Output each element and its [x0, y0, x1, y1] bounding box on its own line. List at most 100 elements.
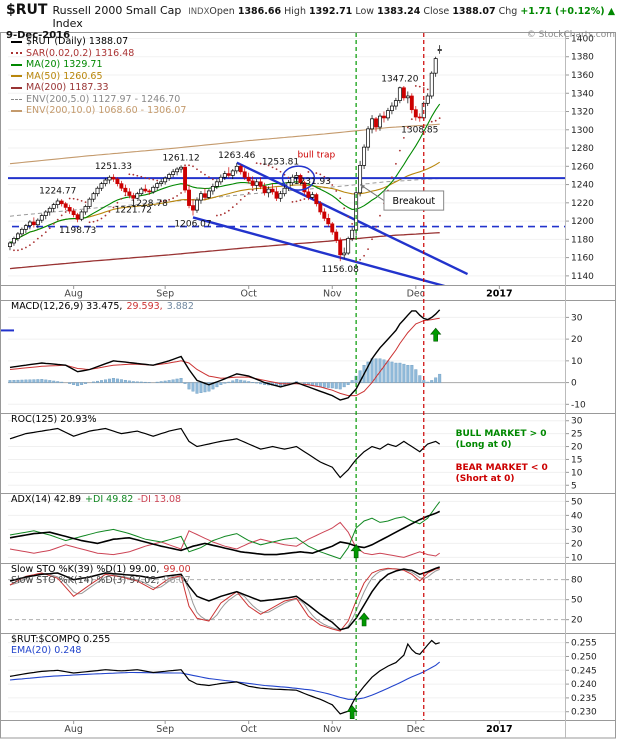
close-label: Close [423, 6, 450, 17]
svg-text:1308.85: 1308.85 [401, 126, 438, 136]
svg-text:1228.78: 1228.78 [131, 199, 168, 209]
macd-panel [8, 309, 565, 405]
svg-text:1180: 1180 [571, 235, 594, 245]
svg-text:bull trap: bull trap [297, 151, 335, 161]
svg-text:1224.77: 1224.77 [39, 186, 76, 196]
svg-text:1400: 1400 [571, 34, 594, 44]
legend-env10: ENV(200,10.0) 1068.60 - 1306.07 [11, 105, 186, 117]
ma20-line-swatch [11, 63, 22, 66]
env5-line-swatch [11, 98, 22, 100]
ma50-line-swatch [11, 75, 22, 78]
svg-text:0: 0 [571, 379, 577, 389]
open-label: Open [209, 6, 235, 17]
svg-text:0.255: 0.255 [571, 639, 597, 649]
chg-label: Chg [498, 6, 518, 17]
svg-text:Oct: Oct [240, 289, 257, 300]
sto-panel [8, 566, 565, 632]
svg-text:1263.46: 1263.46 [218, 151, 255, 161]
svg-text:30: 30 [571, 313, 583, 323]
svg-text:0.250: 0.250 [571, 652, 597, 662]
svg-text:1340: 1340 [571, 89, 594, 99]
svg-text:1231.93: 1231.93 [294, 177, 331, 187]
svg-text:Breakout: Breakout [393, 196, 436, 207]
ratio-legend-2: EMA(20) 0.248 [11, 645, 82, 656]
svg-text:2017: 2017 [486, 289, 512, 300]
legend-ma200: MA(200) 1187.33 [11, 82, 186, 94]
signal-arrows [346, 327, 442, 719]
roc-legend: ROC(125) 20.93% [11, 414, 97, 425]
open-value: 1386.66 [237, 6, 282, 17]
svg-text:40: 40 [571, 511, 583, 521]
chart-header: $RUT Russell 2000 Small Cap Index INDX O… [6, 2, 615, 41]
svg-text:BEAR MARKET < 0: BEAR MARKET < 0 [456, 463, 548, 473]
svg-text:1280: 1280 [571, 144, 594, 154]
svg-text:(Short at 0): (Short at 0) [456, 474, 515, 484]
svg-text:1251.33: 1251.33 [95, 162, 132, 172]
svg-text:1320: 1320 [571, 108, 594, 118]
chg-value: +1.71 (+0.12%) [520, 6, 605, 17]
svg-text:Nov: Nov [323, 289, 342, 300]
svg-text:Sep: Sep [156, 724, 174, 735]
symbol: $RUT [6, 2, 48, 18]
svg-text:1206.07: 1206.07 [174, 220, 211, 230]
sto-legend-1: Slow STO %K(39) %D(1) 99.00, 99.00 [11, 564, 191, 575]
svg-text:1240: 1240 [571, 181, 594, 191]
ratio-panel [8, 639, 565, 715]
sar-dots-swatch [11, 52, 22, 55]
svg-text:10: 10 [571, 553, 583, 563]
svg-text:Aug: Aug [64, 724, 83, 735]
svg-text:BULL MARKET > 0: BULL MARKET > 0 [456, 429, 547, 439]
low-value: 1383.24 [377, 6, 421, 17]
legend-ma50: MA(50) 1260.65 [11, 71, 186, 83]
svg-text:25: 25 [571, 430, 582, 440]
svg-text:20: 20 [571, 335, 583, 345]
svg-text:1347.20: 1347.20 [381, 75, 418, 85]
svg-text:1300: 1300 [571, 126, 594, 136]
svg-text:80: 80 [571, 576, 583, 586]
svg-text:1380: 1380 [571, 53, 594, 63]
ratio-legend-1: $RUT:$COMPQ 0.255 [11, 634, 111, 645]
legend-sar: SAR(0.02,0.2) 1316.48 [11, 48, 186, 60]
low-label: Low [355, 6, 375, 17]
svg-text:1140: 1140 [571, 272, 594, 282]
svg-text:10: 10 [571, 357, 583, 367]
high-value: 1392.71 [309, 6, 353, 17]
svg-text:1160: 1160 [571, 254, 594, 264]
quote-strip: Open 1386.66 High 1392.71 Low 1383.24 Cl… [209, 6, 615, 17]
legend-price: $RUT (Daily) 1388.07 [11, 36, 186, 48]
svg-text:1220: 1220 [571, 199, 594, 209]
svg-text:Dec: Dec [407, 724, 425, 735]
overlay-legend: $RUT (Daily) 1388.07 SAR(0.02,0.2) 1316.… [11, 36, 186, 117]
index-name: Russell 2000 Small Cap Index [52, 4, 182, 30]
svg-text:1253.81: 1253.81 [262, 158, 299, 168]
env10-line-swatch [11, 109, 22, 112]
svg-text:30: 30 [571, 525, 583, 535]
svg-text:0.230: 0.230 [571, 708, 597, 718]
svg-text:0.235: 0.235 [571, 694, 597, 704]
svg-text:Oct: Oct [240, 724, 257, 735]
title-row: $RUT Russell 2000 Small Cap Index INDX O… [6, 2, 615, 30]
svg-text:50: 50 [571, 497, 583, 507]
svg-text:1198.73: 1198.73 [59, 226, 96, 236]
date-row: 9-Dec-2016 © StockCharts.com [6, 30, 615, 41]
svg-text:0.245: 0.245 [571, 666, 597, 676]
legend-env5: ENV(200,5.0) 1127.97 - 1246.70 [11, 94, 186, 106]
svg-text:1156.08: 1156.08 [322, 265, 359, 275]
macd-legend: MACD(12,26,9) 33.475, 29.593, 3.882 [11, 301, 194, 312]
svg-text:0.240: 0.240 [571, 680, 597, 690]
price-line-swatch [11, 40, 22, 43]
close-value: 1388.07 [452, 6, 496, 17]
chg-up-arrow-icon: ▲ [607, 6, 615, 17]
main-price-panel [8, 37, 565, 285]
adx-panel [8, 500, 565, 560]
svg-text:5: 5 [571, 481, 577, 491]
svg-text:2017: 2017 [486, 724, 512, 735]
svg-text:20: 20 [571, 443, 583, 453]
high-label: High [284, 6, 306, 17]
ma200-line-swatch [11, 86, 22, 89]
sto-legend-2: Slow STO %K(14) %D(3) 97.02, 96.07 [11, 575, 191, 586]
chart-date: 9-Dec-2016 [6, 30, 71, 41]
